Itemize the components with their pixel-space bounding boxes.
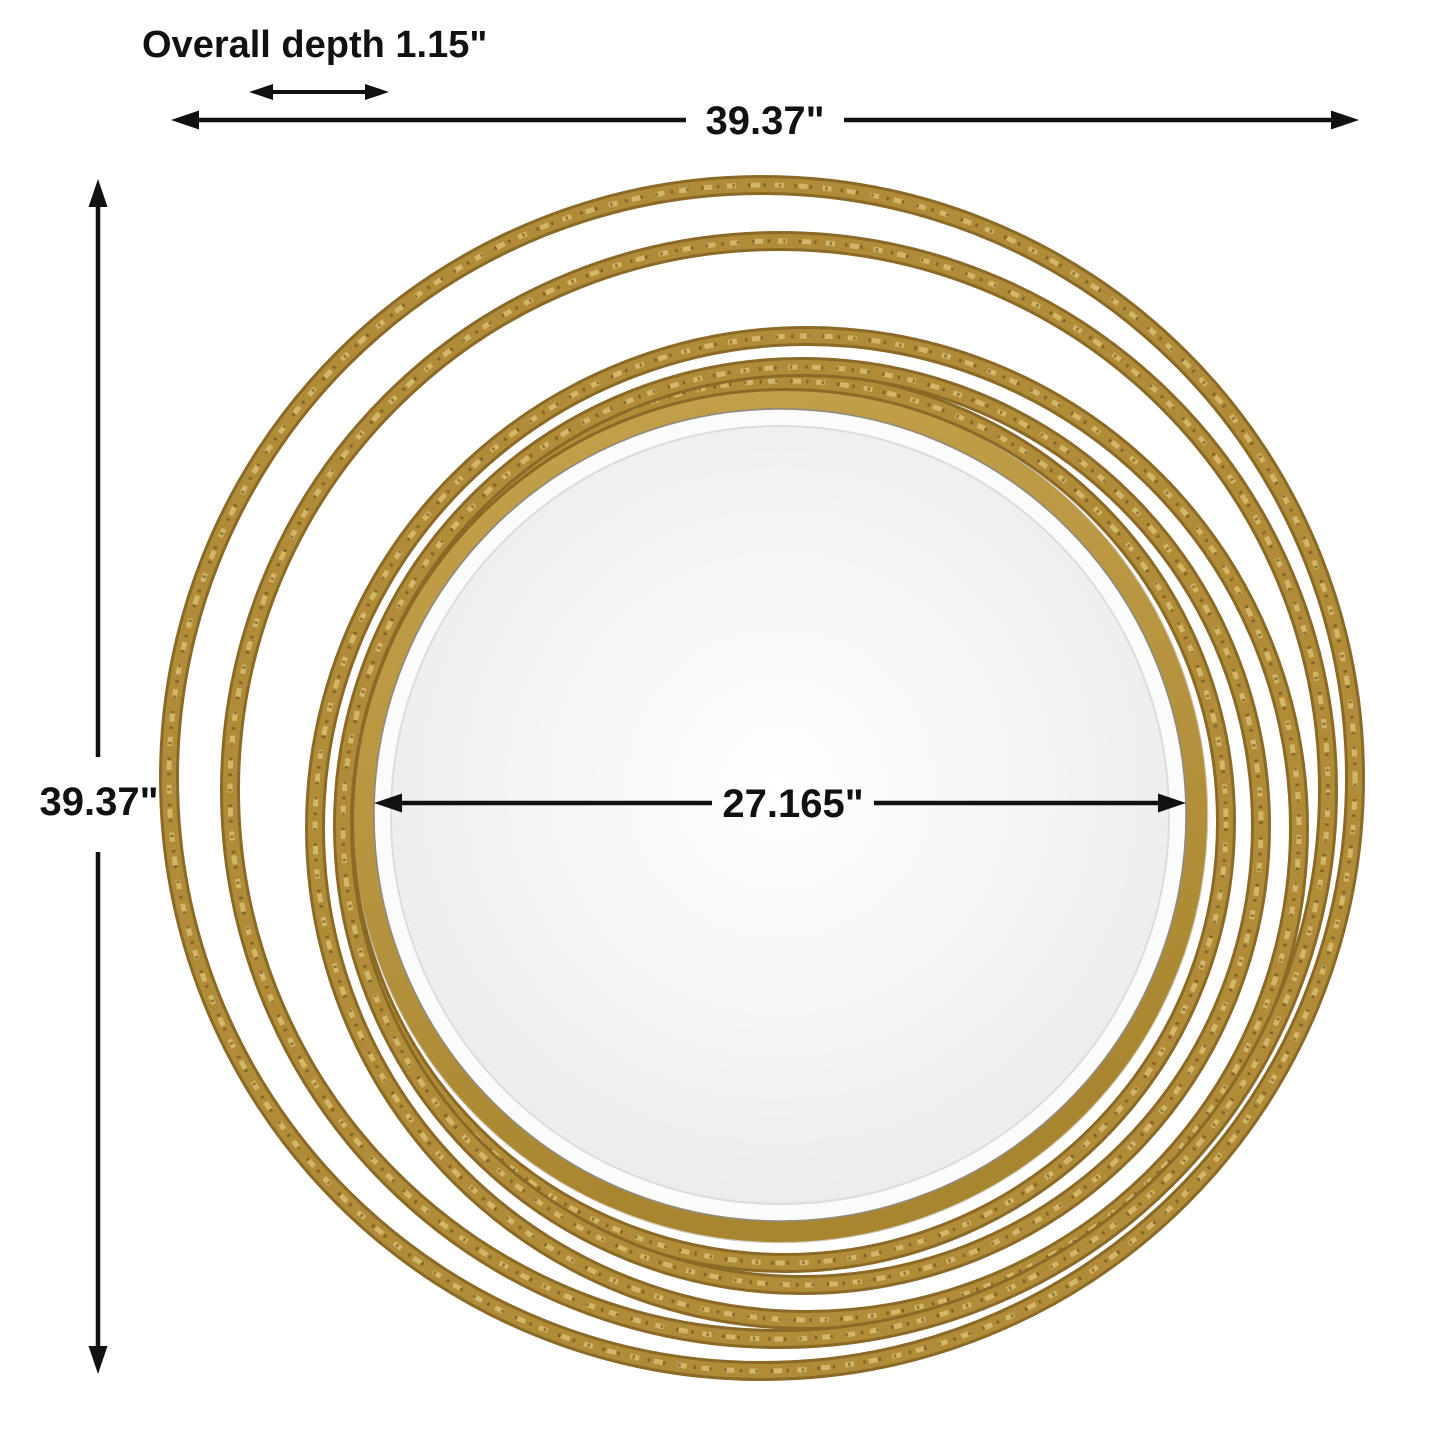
arrowhead-up-icon [88,179,108,207]
diameter-dimension: 27.165" [374,782,1186,826]
arrowhead-down-icon [88,1346,108,1374]
swirl-ring-3 [305,326,1309,1330]
arrowhead-right-icon [1158,793,1186,813]
width-dimension: 39.37" [171,99,1359,143]
diameter-label: 27.165" [722,782,863,826]
height-label: 39.37" [39,780,158,824]
frame-band-inner-edge [372,407,1188,1223]
ring-core-stroke [336,360,1268,1292]
depth-dimension: Overall depth 1.15" [142,24,487,100]
swirl-ring-4 [333,357,1271,1295]
width-label: 39.37" [705,99,824,143]
height-dimension: 39.37" [39,179,159,1374]
swirl-ring-2 [220,231,1338,1349]
ring-highlight-stroke [341,378,1229,1266]
ring-dimple-stroke [167,183,1357,1373]
arrowhead-right-icon [365,84,389,100]
mirror-glass [390,425,1170,1205]
ring-dimple-stroke [313,334,1301,1322]
arrowhead-left-icon [171,110,199,130]
arrowhead-left-icon [249,84,273,100]
arrowhead-right-icon [1331,110,1359,130]
ring-dimple-stroke [228,239,1330,1341]
arrowhead-left-icon [374,793,402,813]
swirl-ring-1 [159,175,1365,1381]
depth-label: Overall depth 1.15" [142,24,487,66]
mirror-artwork [159,175,1365,1381]
frame-gold-band [353,388,1207,1242]
